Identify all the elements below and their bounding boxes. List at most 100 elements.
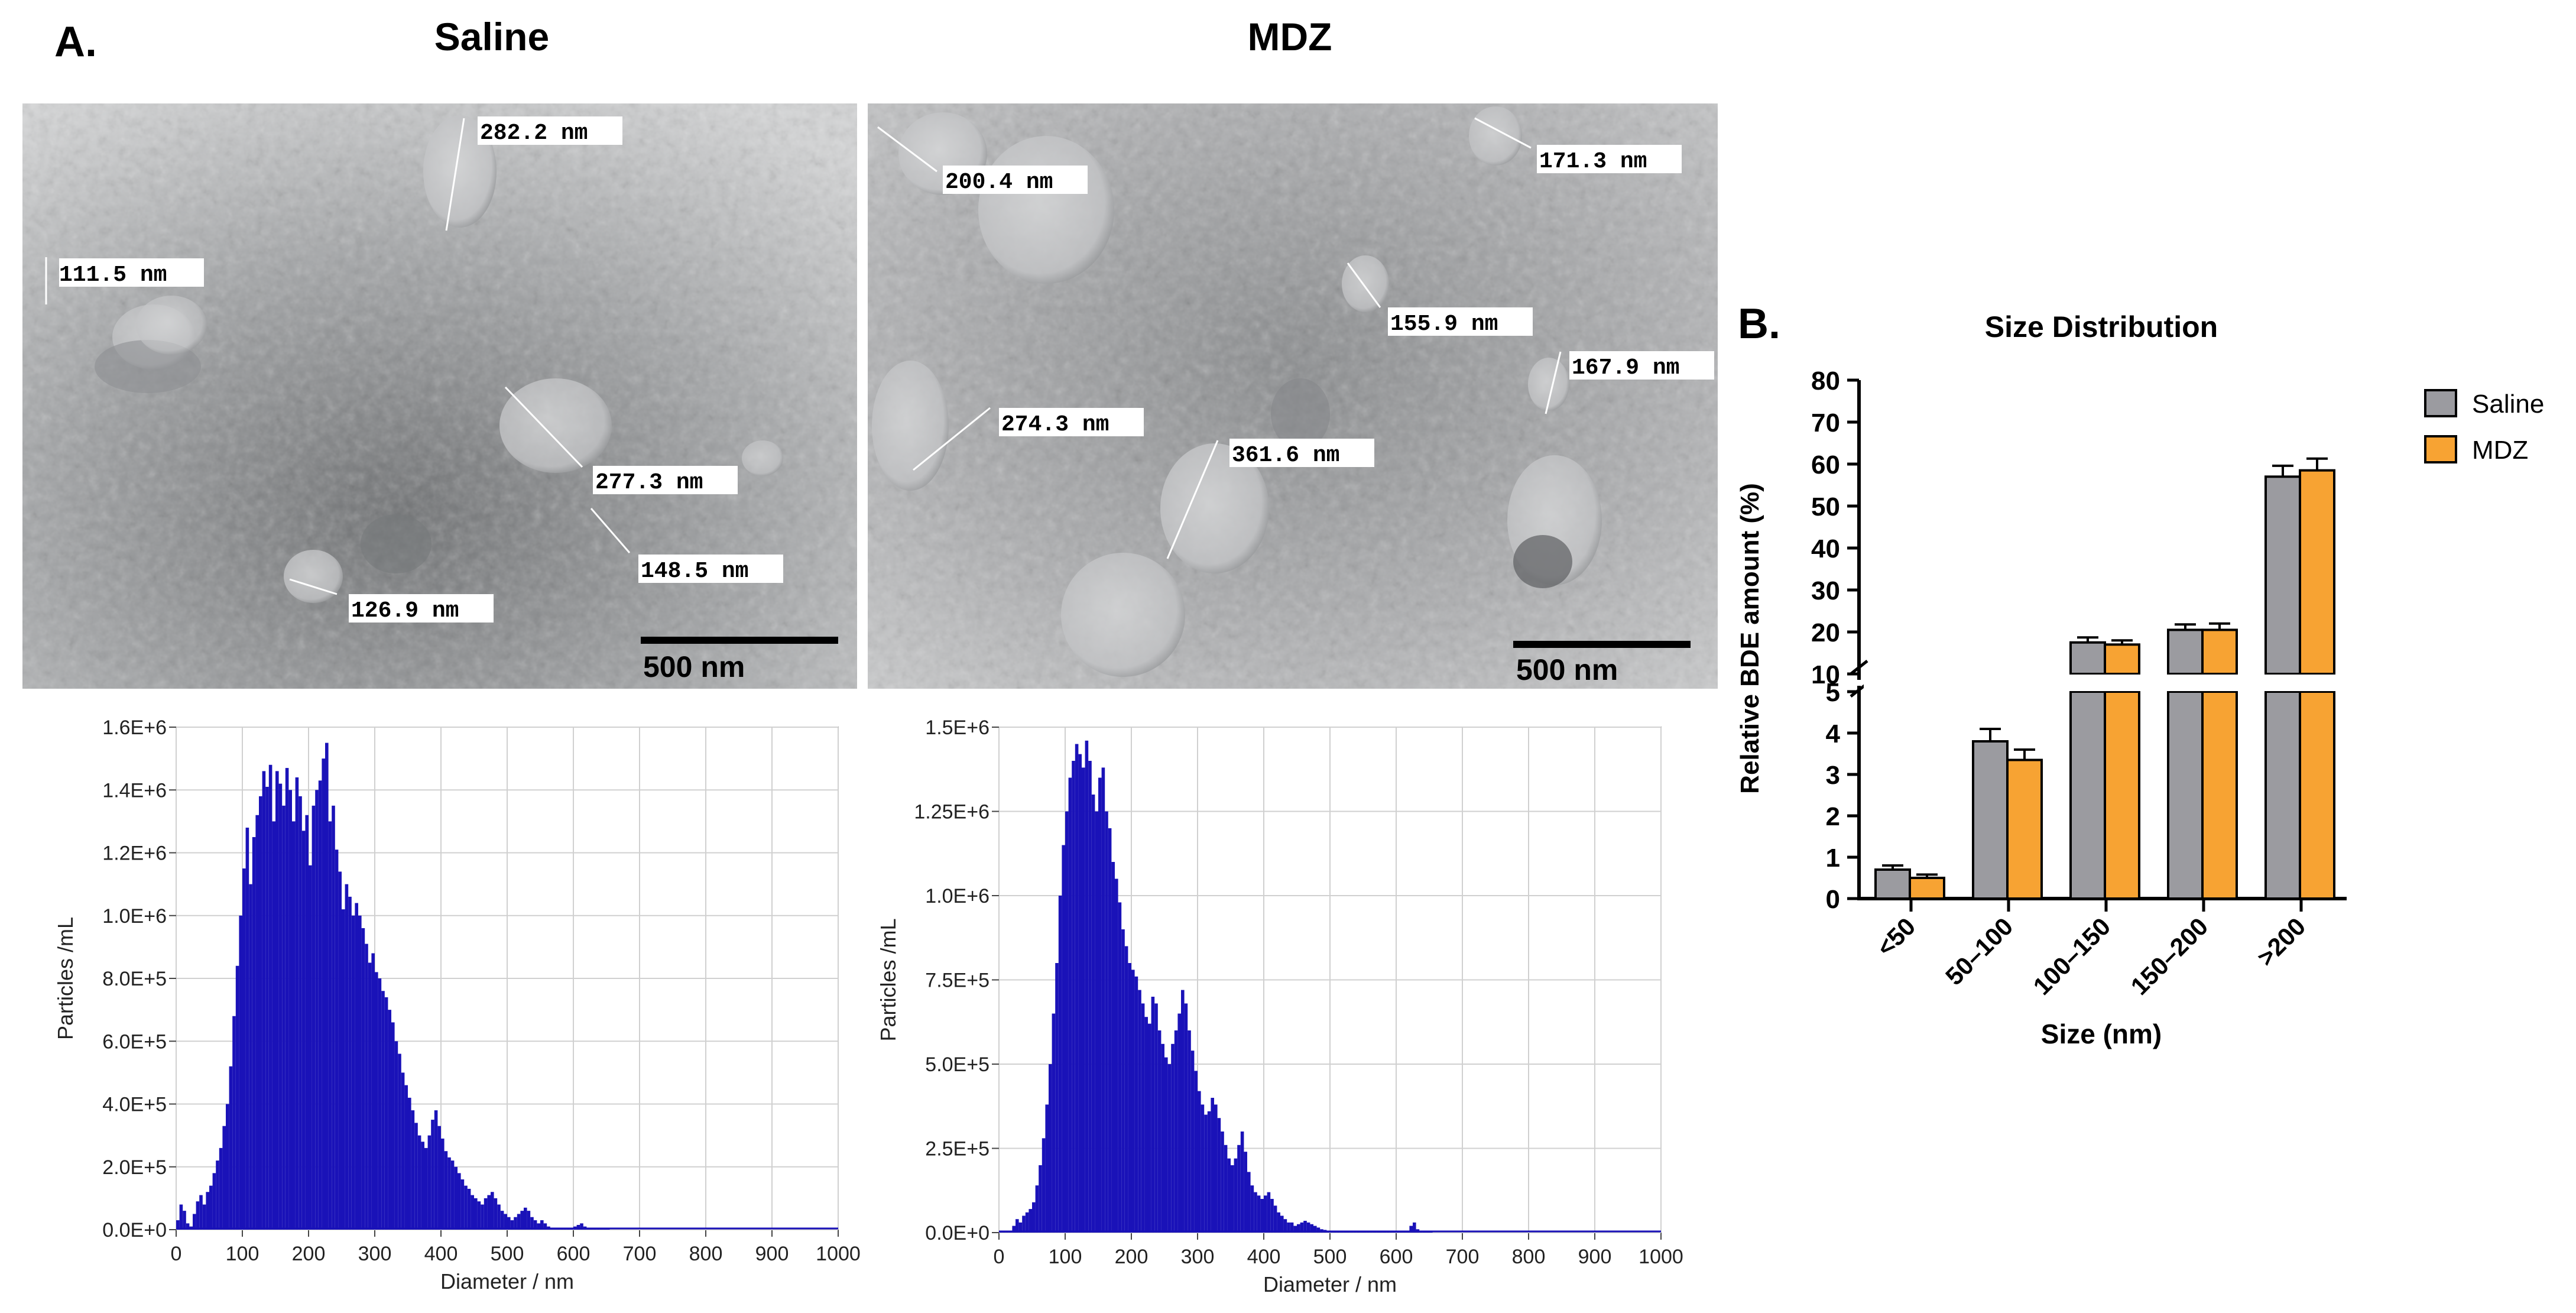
y-tick-label: 1.5E+6 — [925, 717, 989, 739]
histogram-bar — [1244, 1152, 1247, 1233]
y-tick-label: 0.0E+0 — [102, 1219, 167, 1241]
mdz-micrograph: 200.4 nm 171.3 nm 155.9 nm 167.9 nm 274.… — [868, 103, 1718, 689]
x-tick-label: 400 — [424, 1243, 458, 1265]
histogram-bar — [441, 1138, 445, 1230]
histogram-bar — [1108, 828, 1112, 1233]
histogram-bar — [543, 1223, 547, 1230]
x-tick-label: 500 — [491, 1243, 524, 1265]
histogram-bar — [1270, 1199, 1274, 1233]
panel-b-label: B. — [1738, 300, 1780, 348]
panel-a-label: A. — [54, 18, 97, 66]
histogram-bar — [196, 1201, 200, 1230]
histogram-bar — [1124, 946, 1128, 1233]
histogram-bar — [355, 903, 358, 1230]
histogram-bar — [417, 1135, 421, 1230]
histogram-bar — [398, 1053, 401, 1230]
histogram-bar — [1310, 1224, 1313, 1233]
x-tick-label: 100 — [226, 1243, 259, 1265]
histogram-bar — [1370, 1232, 1373, 1233]
x-tick-label: 600 — [1380, 1246, 1413, 1268]
histogram-bar — [1105, 811, 1108, 1233]
bar-saline — [2264, 475, 2301, 675]
histogram-bar — [285, 768, 289, 1230]
legend-label-saline: Saline — [2472, 390, 2544, 419]
y-tick-label: 30 — [1811, 576, 1840, 605]
histogram-bar — [454, 1166, 458, 1230]
y-tick-label: 0.0E+0 — [925, 1222, 989, 1244]
histogram-bar — [1273, 1205, 1277, 1233]
histogram-bar — [268, 764, 272, 1230]
legend-swatch-mdz — [2424, 435, 2457, 463]
x-tick-label: 400 — [1247, 1246, 1281, 1268]
histogram-bar — [1082, 767, 1085, 1233]
histogram-bar — [378, 978, 382, 1230]
histogram-bar — [1035, 1185, 1039, 1233]
x-tick-label: 150–200 — [2126, 912, 2214, 1000]
histogram-bar — [481, 1204, 484, 1230]
histogram-bar — [381, 991, 385, 1230]
histogram-bar — [183, 1211, 186, 1230]
histogram-bar — [305, 815, 309, 1230]
histogram-bar — [1201, 1104, 1205, 1233]
histogram-bar — [222, 1126, 226, 1230]
histogram-bar — [1287, 1222, 1290, 1233]
histogram-bar — [239, 915, 242, 1230]
y-tick-label: 1 — [1826, 844, 1840, 873]
y-tick-label: 10 — [1811, 660, 1840, 689]
histogram-bar — [1277, 1212, 1280, 1233]
histogram-bar — [1194, 1071, 1198, 1233]
histogram-bar — [1303, 1221, 1307, 1233]
histogram-bar — [437, 1126, 441, 1230]
histogram-bar — [596, 1229, 600, 1230]
histogram-bar — [179, 1204, 183, 1230]
x-axis-label: Diameter / nm — [440, 1269, 574, 1293]
histogram-bar — [540, 1220, 544, 1230]
histogram-bar — [1115, 878, 1118, 1233]
histogram-bar — [1188, 1030, 1191, 1233]
y-tick-label: 1.25E+6 — [914, 801, 989, 824]
histogram-bar — [1049, 1064, 1052, 1233]
histogram-bar — [209, 1185, 213, 1230]
x-tick-label: 300 — [1181, 1246, 1215, 1268]
histogram-bar — [1227, 1158, 1231, 1233]
histogram-bar — [1174, 1030, 1178, 1233]
bar-mdz — [2006, 758, 2043, 900]
x-axis-label: Diameter / nm — [1263, 1272, 1397, 1296]
measurement-label: 171.3 nm — [1539, 149, 1647, 174]
x-tick-label: 900 — [1578, 1246, 1612, 1268]
histogram-bar — [421, 1142, 424, 1230]
histogram-bar — [361, 928, 365, 1230]
vesicle — [1513, 535, 1572, 588]
y-tick-label: 2.0E+5 — [102, 1156, 167, 1179]
histogram-bar — [1042, 1138, 1046, 1233]
measurement-lines — [877, 117, 1562, 559]
x-tick-label: 700 — [623, 1243, 657, 1265]
histogram-bar — [1012, 1226, 1016, 1233]
bar-mdz-lower-segment — [2104, 690, 2140, 900]
histogram-bar — [580, 1223, 583, 1230]
measurement-label-bg — [1388, 307, 1533, 336]
measurement-label: 111.5 nm — [59, 262, 167, 288]
y-tick-label: 2.5E+5 — [925, 1138, 989, 1160]
histogram-bar — [358, 915, 362, 1230]
histogram-bar — [1128, 963, 1131, 1233]
histogram-bar — [384, 997, 388, 1230]
vesicle — [1469, 106, 1522, 166]
bar-mdz-lower-segment — [2299, 690, 2335, 900]
y-tick-label: 80 — [1811, 367, 1840, 395]
histogram-bar — [424, 1147, 428, 1230]
legend-swatch-saline — [2424, 389, 2457, 417]
scale-bar-label: 500 nm — [1516, 653, 1618, 686]
histogram-bar — [1091, 795, 1095, 1233]
measurement-label-bg — [1569, 351, 1714, 380]
histogram-bar — [1254, 1192, 1257, 1233]
histogram-bar — [1078, 754, 1082, 1233]
histogram-bar — [1260, 1199, 1264, 1233]
histogram-bar — [1088, 761, 1092, 1233]
histogram-bar — [1240, 1132, 1244, 1233]
histogram-bar — [252, 837, 256, 1230]
y-tick-label: 7.5E+5 — [925, 970, 989, 992]
vesicle — [1342, 255, 1389, 312]
histogram-bar — [391, 1022, 395, 1230]
histogram-bar — [1101, 767, 1105, 1233]
